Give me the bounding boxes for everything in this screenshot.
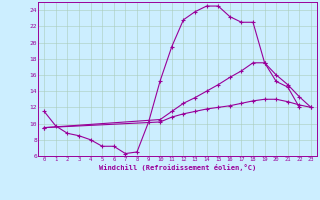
X-axis label: Windchill (Refroidissement éolien,°C): Windchill (Refroidissement éolien,°C) [99,164,256,171]
